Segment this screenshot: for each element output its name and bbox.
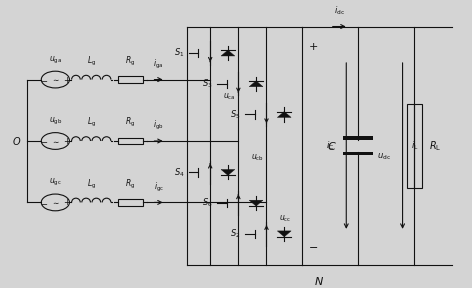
Text: $S_1$: $S_1$ — [174, 47, 185, 59]
Bar — [118, 76, 143, 83]
Text: $i_{\rm C}$: $i_{\rm C}$ — [326, 140, 334, 152]
Text: $+$: $+$ — [63, 198, 71, 207]
Text: $\sim$: $\sim$ — [51, 137, 60, 145]
Text: $-$: $-$ — [308, 241, 319, 251]
Text: $\sim$: $\sim$ — [51, 75, 60, 84]
Text: $R_{\rm g}$: $R_{\rm g}$ — [126, 55, 135, 68]
Text: $R_{\rm g}$: $R_{\rm g}$ — [126, 116, 135, 129]
Polygon shape — [221, 169, 235, 175]
Text: $u_{\rm ga}$: $u_{\rm ga}$ — [49, 54, 62, 66]
Text: $i_{\rm L}$: $i_{\rm L}$ — [411, 140, 418, 152]
Text: $u_{\rm ca}$: $u_{\rm ca}$ — [223, 91, 235, 102]
Text: $S_2$: $S_2$ — [230, 228, 241, 240]
Polygon shape — [278, 111, 291, 118]
Text: $S_5$: $S_5$ — [230, 108, 241, 121]
Text: $-$: $-$ — [40, 198, 48, 207]
Text: $-$: $-$ — [40, 137, 48, 145]
Polygon shape — [221, 50, 235, 56]
Text: $S_6$: $S_6$ — [202, 197, 212, 209]
Text: $R_{\rm g}$: $R_{\rm g}$ — [126, 178, 135, 191]
Bar — [118, 199, 143, 206]
Text: $N$: $N$ — [314, 275, 324, 287]
Text: $i_{\rm gb}$: $i_{\rm gb}$ — [153, 119, 164, 132]
Text: $R_{\rm L}$: $R_{\rm L}$ — [429, 139, 442, 153]
Bar — [343, 137, 373, 140]
Polygon shape — [249, 200, 263, 206]
Text: $u_{\rm cc}$: $u_{\rm cc}$ — [279, 214, 291, 224]
Text: $u_{\rm gb}$: $u_{\rm gb}$ — [49, 116, 62, 127]
Text: $L_{\rm g}$: $L_{\rm g}$ — [87, 116, 96, 129]
Text: $-$: $-$ — [40, 75, 48, 84]
Text: $i_{\rm gc}$: $i_{\rm gc}$ — [153, 181, 164, 194]
Polygon shape — [249, 81, 263, 87]
Text: $u_{\rm cb}$: $u_{\rm cb}$ — [251, 153, 263, 163]
Text: $i_{\rm ga}$: $i_{\rm ga}$ — [153, 58, 164, 71]
Text: $L_{\rm g}$: $L_{\rm g}$ — [87, 55, 96, 68]
Text: $L_{\rm g}$: $L_{\rm g}$ — [87, 178, 96, 191]
Text: $S_4$: $S_4$ — [174, 166, 185, 179]
Text: $C$: $C$ — [327, 140, 337, 152]
Text: $\sim$: $\sim$ — [51, 198, 60, 207]
Text: $S_3$: $S_3$ — [202, 77, 212, 90]
Bar — [407, 104, 422, 188]
Text: $i_{\rm dc}$: $i_{\rm dc}$ — [334, 5, 345, 17]
Polygon shape — [278, 231, 291, 237]
Bar — [343, 152, 373, 156]
Text: $O$: $O$ — [12, 135, 22, 147]
Text: $u_{\rm dc}$: $u_{\rm dc}$ — [377, 152, 391, 162]
Text: $+$: $+$ — [63, 75, 71, 85]
Text: $u_{\rm gc}$: $u_{\rm gc}$ — [49, 177, 62, 188]
Text: $+$: $+$ — [63, 136, 71, 146]
Bar — [118, 137, 143, 145]
Text: $+$: $+$ — [308, 41, 319, 52]
